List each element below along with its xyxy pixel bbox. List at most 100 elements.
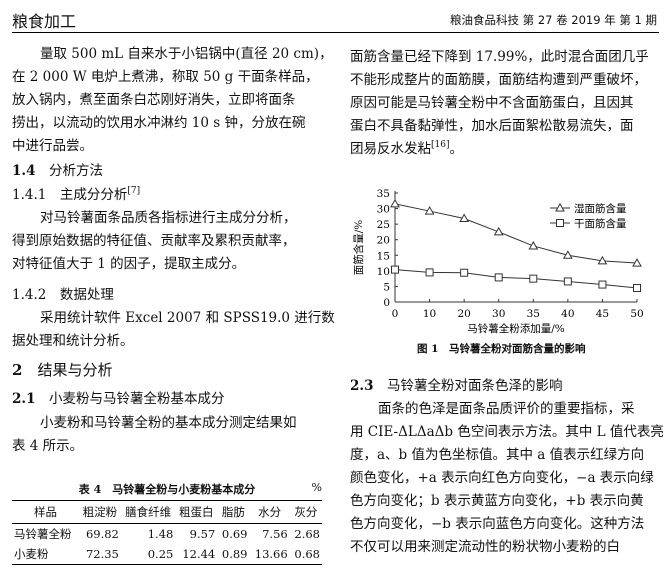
heading: 2 结果与分析 — [12, 361, 112, 379]
text-line: 据处理和统计分析。 — [12, 333, 134, 349]
x-tick-label: 50 — [630, 308, 643, 320]
triangle-marker — [390, 198, 400, 208]
text-line: 采用统计软件 Excel 2007 和 SPSS19.0 进行数 — [40, 310, 335, 326]
square-marker — [529, 274, 538, 283]
square-marker — [633, 283, 641, 292]
table-cell: 1.48 — [147, 527, 174, 541]
square-marker — [598, 280, 607, 289]
x-axis-label: 马铃薯全粉添加量/% — [467, 322, 565, 335]
y-tick-label: 10 — [377, 266, 390, 278]
text-line: 不仅可以用来测定流动性的粉状物小麦粉的白 — [350, 539, 620, 555]
text: 。 — [449, 141, 463, 157]
heading-number: 1.4.2 — [12, 287, 47, 303]
table-cell: 12.44 — [175, 544, 218, 565]
column-header: 粗蛋白 — [175, 500, 218, 524]
column-header: 灰分 — [289, 500, 322, 524]
text-line: 不能形成整片的面筋膜，面筋结构遭到严重破坏， — [350, 72, 647, 88]
text-line: 面条的色泽是面条品质评价的重要指标，采 — [378, 401, 635, 417]
x-tick-label: 45 — [596, 308, 609, 320]
square-marker — [556, 219, 564, 227]
triangle-marker — [562, 250, 573, 259]
x-tick-label: 20 — [457, 308, 470, 320]
heading-number: 1.4.1 — [12, 187, 47, 203]
heading-number: 2.3 — [350, 378, 374, 394]
text-line: 在 2 000 W 电炉上煮沸，称取 50 g 干面条样品， — [12, 69, 319, 85]
text-line: 小麦粉和马铃薯全粉的基本成分测定结果如 — [40, 415, 297, 431]
table-row: 马铃薯全粉 69.82 1.48 9.57 0.69 7.56 2.68 — [12, 524, 322, 544]
triangle-marker — [555, 202, 565, 212]
text-line: 对特征值大于 1 的因子，提取主成分。 — [12, 256, 246, 272]
square-marker — [563, 277, 572, 286]
table-caption: 表 4 马铃薯全粉与小麦粉基本成分% — [12, 481, 322, 497]
text-line: 用 CIE-ΔLΔaΔb 色空间表示方法。其中 L 值代表亮 — [350, 424, 664, 440]
text-line: 对马铃薯面条品质各指标进行主成分分析， — [40, 210, 297, 226]
table-cell: 2.68 — [294, 527, 320, 541]
column-header: 水分 — [249, 500, 290, 524]
heading-number: 1.4 — [12, 163, 36, 179]
square-marker — [494, 273, 503, 282]
x-tick-label: 40 — [561, 308, 574, 320]
text: 团易反水发粘 — [350, 141, 431, 157]
triangle-marker — [459, 213, 470, 223]
text-line: 捞出，以流动的饮用水冲淋约 10 s 钟，分放在碗 — [12, 115, 306, 131]
heading: 1.4.2 数据处理 — [12, 286, 114, 304]
series-line — [394, 203, 638, 264]
x-tick-label: 30 — [492, 308, 505, 320]
y-tick-label: 15 — [377, 250, 390, 262]
column-header: 粗淀粉 — [78, 500, 121, 524]
table-cell: 0.25 — [120, 544, 176, 565]
text-line: 中进行品尝。 — [12, 138, 93, 154]
x-tick-label: 10 — [423, 308, 436, 320]
text-line: 度，a、b 值为色坐标值。其中 a 值表示红绿方向 — [350, 447, 645, 463]
heading-title: 结果与分析 — [37, 361, 113, 379]
y-tick-label: 5 — [383, 281, 390, 293]
legend-label: 干面筋含量 — [574, 217, 627, 230]
square-marker — [391, 265, 399, 274]
text-line: 面筋含量已经下降到 17.99%，此时混合面团几乎 — [350, 49, 649, 65]
table-cell: 69.82 — [85, 527, 119, 541]
y-tick-label: 35 — [377, 188, 390, 200]
table-cell: 13.66 — [249, 544, 290, 565]
y-axis-label: 面筋含量/% — [352, 220, 365, 276]
text-line: 得到原始数据的特征值、贡献率及累积贡献率， — [12, 233, 296, 249]
triangle-marker — [493, 226, 504, 236]
text-line: 量取 500 mL 自来水于小铝锅中(直径 20 cm)， — [40, 46, 333, 62]
heading: 2.1 小麦粉与马铃薯全粉基本成分 — [12, 390, 225, 408]
citation: [7] — [127, 186, 141, 196]
text-line: 颜色变化，+a 表示向红色方向变化，−a 表示向绿 — [350, 470, 654, 486]
square-marker — [460, 268, 469, 277]
text-line: 色方向变化，−b 表示向蓝色方向变化。这种方法 — [350, 516, 645, 532]
table-cell: 9.57 — [189, 527, 216, 541]
triangle-marker — [528, 240, 539, 250]
table-cell: 72.35 — [78, 544, 121, 565]
column-header: 脂肪 — [217, 500, 250, 524]
column-header: 样品 — [12, 500, 79, 524]
figure-caption: 图 1 马铃薯全粉对面筋含量的影响 — [417, 343, 586, 355]
heading-title: 小麦粉与马铃薯全粉基本成分 — [49, 391, 225, 407]
square-marker — [425, 268, 434, 277]
heading: 1.4 分析方法 — [12, 162, 103, 180]
table-cell: 马铃薯全粉 — [14, 527, 72, 541]
y-tick-label: 25 — [377, 219, 390, 231]
column-header: 膳食纤维 — [120, 500, 176, 524]
table-cell: 小麦粉 — [12, 544, 79, 565]
section-header: 粮食加工 — [12, 12, 77, 31]
heading-number: 2.1 — [12, 391, 36, 407]
y-tick-label: 30 — [377, 204, 390, 216]
table-cell: 0.89 — [217, 544, 250, 565]
triangle-marker — [632, 258, 642, 267]
heading-title: 数据处理 — [59, 287, 114, 303]
table-cell: 7.56 — [262, 527, 288, 541]
heading-title: 马铃薯全粉对面条色泽的影响 — [387, 378, 563, 394]
y-tick-label: 0 — [383, 297, 390, 309]
triangle-marker — [597, 255, 608, 265]
citation: [16] — [431, 140, 450, 150]
table-cell: 0.69 — [221, 527, 248, 541]
text-line: 团易反水发粘[16]。 — [350, 140, 463, 158]
header-rule — [12, 32, 659, 33]
x-tick-label: 0 — [392, 308, 399, 320]
legend-label: 湿面筋含量 — [574, 202, 627, 215]
text-line: 放入锅内，煮至面条白芯刚好消失，立即将面条 — [12, 92, 296, 108]
table-title: 表 4 马铃薯全粉与小麦粉基本成分 — [78, 482, 256, 496]
